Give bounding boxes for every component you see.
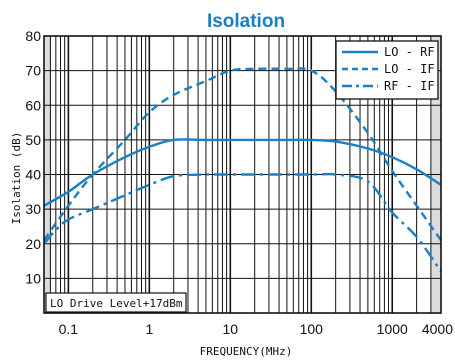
note-label: LO Drive Level+17dBm (50, 297, 183, 310)
y-tick-label: 60 (25, 97, 41, 113)
y-tick-label: 10 (25, 270, 41, 286)
y-tick-labels: 10 20 30 40 50 60 70 80 (25, 28, 41, 286)
drive-level-note: LO Drive Level+17dBm (45, 292, 187, 313)
x-tick-label: 4000 (422, 321, 453, 337)
y-tick-label: 20 (25, 236, 41, 252)
x-tick-label: 0.1 (59, 321, 79, 337)
series-line-3 (43, 172, 442, 273)
x-tick-label: 10 (223, 321, 239, 337)
y-tick-label: 30 (25, 201, 41, 217)
note-box (45, 292, 187, 313)
y-tick-label: 50 (25, 132, 41, 148)
legend-label: LO - IF (384, 62, 435, 76)
series-line-1 (43, 138, 442, 207)
x-tick-label: 100 (300, 321, 324, 337)
y-axis-title: Isolation (dB) (10, 132, 23, 225)
x-tick-label: 1000 (377, 321, 408, 337)
series-line-2 (43, 67, 442, 241)
y-tick-label: 40 (25, 167, 41, 183)
legend: LO - RF LO - IF RF - IF (335, 40, 439, 100)
legend-label: RF - IF (384, 79, 435, 93)
x-tick-label: 1 (145, 321, 153, 337)
y-tick-label: 70 (25, 63, 41, 79)
x-axis-title: FREQUENCY(MHz) (200, 345, 293, 358)
series-layer (43, 67, 442, 273)
x-tick-labels: 0.1 1 10 100 1000 4000 (59, 321, 454, 337)
legend-label: LO - RF (384, 45, 435, 59)
chart-title: Isolation (207, 11, 285, 32)
plot-frame (43, 35, 442, 314)
y-tick-label: 80 (25, 28, 41, 44)
